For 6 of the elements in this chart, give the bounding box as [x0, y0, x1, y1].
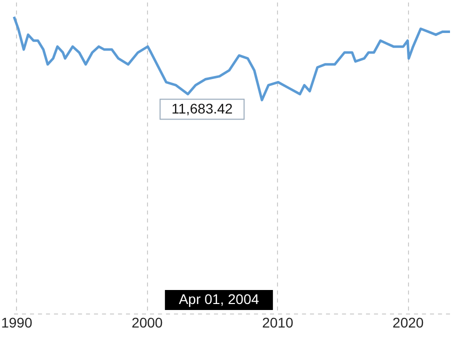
annotation: Apr 01, 2004: [178, 291, 260, 307]
x-tick-label: 2010: [262, 314, 294, 330]
annotation: 11,683.42: [171, 100, 233, 116]
x-tick-label: 1990: [1, 314, 32, 330]
x-tick-label: 2000: [132, 314, 163, 330]
x-tick-label: 2020: [392, 314, 424, 330]
